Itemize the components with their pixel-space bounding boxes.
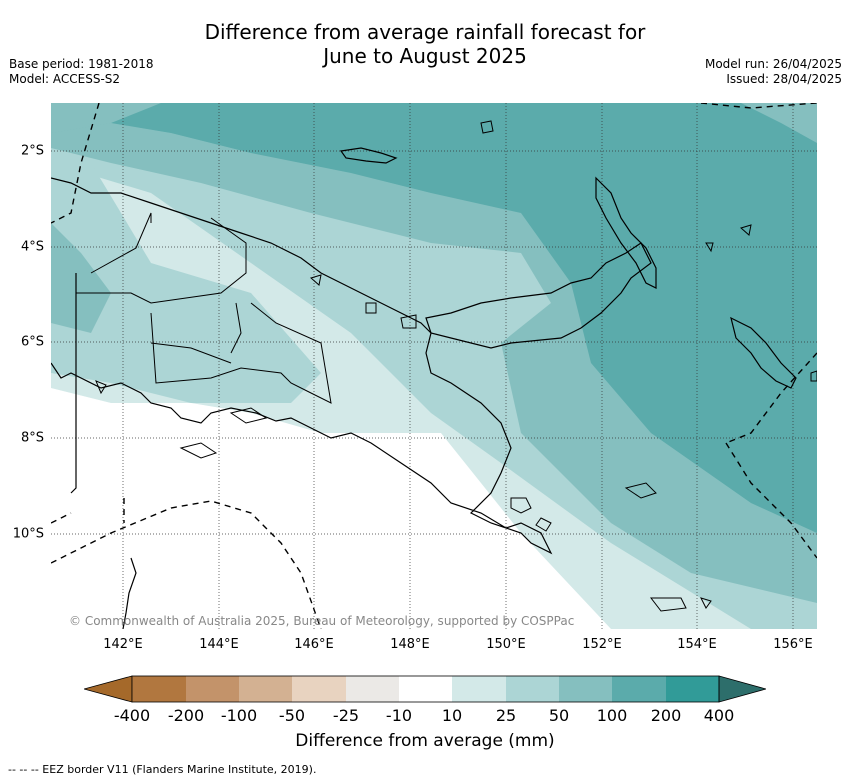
fly-delta-islands — [95, 380, 268, 459]
colorbar-seg-2 — [186, 676, 239, 702]
colorbar-label: Difference from average (mm) — [295, 731, 555, 751]
meta-right: Model run: 26/04/2025 Issued: 28/04/2025 — [705, 57, 842, 87]
cape-york — [122, 557, 137, 629]
cb-tick-m400: -400 — [113, 706, 151, 725]
band-50-100-west — [51, 223, 111, 333]
lat-label-10s: 10°S — [12, 526, 44, 542]
meta-left: Base period: 1981-2018 Model: ACCESS-S2 — [9, 57, 154, 87]
band-100-200-ne — [741, 103, 817, 143]
band-50-100-left — [51, 143, 321, 403]
cb-tick-m25: -25 — [332, 706, 360, 725]
issued-date: Issued: 28/04/2025 — [726, 72, 842, 86]
lat-label-8s: 8°S — [20, 430, 44, 446]
cb-tick-200: 200 — [650, 706, 682, 725]
colorbar-seg-10 — [612, 676, 666, 702]
model-run: Model run: 26/04/2025 — [704, 57, 842, 71]
cb-tick-m200: -200 — [167, 706, 205, 725]
colorbar-low-extend — [84, 675, 133, 703]
map-title: Difference from average rainfall forecas… — [0, 20, 850, 68]
colorbar — [84, 675, 766, 703]
province-borders — [76, 212, 332, 404]
colorbar-seg-9 — [559, 676, 612, 702]
lat-label-6s: 6°S — [20, 334, 44, 350]
band-100-200 — [51, 103, 817, 533]
lon-label-144e: 144°E — [199, 637, 239, 652]
lon-label-156e: 156°E — [773, 637, 813, 652]
colorbar-seg-1 — [132, 676, 186, 702]
lon-label-150e: 150°E — [486, 637, 526, 652]
lon-label-146e: 146°E — [294, 637, 334, 652]
cb-tick-100: 100 — [596, 706, 628, 725]
eez-borders — [51, 103, 817, 629]
cb-tick-m10: -10 — [385, 706, 413, 725]
cb-tick-50: 50 — [548, 706, 570, 725]
band-100-200-nw — [51, 103, 161, 133]
png-border — [70, 273, 77, 494]
colorbar-seg-7 — [452, 676, 506, 702]
new-guinea-coastline — [51, 177, 553, 555]
colorbar-seg-3 — [239, 676, 292, 702]
new-ireland — [595, 176, 657, 289]
lat-label-4s: 4°S — [20, 239, 44, 255]
colorbar-seg-11 — [666, 676, 719, 702]
colorbar-seg-4 — [292, 676, 346, 702]
cb-tick-400: 400 — [703, 706, 735, 725]
cb-tick-25: 25 — [495, 706, 517, 725]
base-period: Base period: 1981-2018 — [9, 57, 154, 71]
colorbar-seg-5 — [346, 676, 399, 702]
colorbar-high-extend — [718, 675, 766, 703]
cb-tick-m50: -50 — [278, 706, 306, 725]
graticule — [51, 103, 817, 629]
colorbar-seg-8 — [506, 676, 559, 702]
milne-bay-islands — [510, 482, 712, 612]
lon-label-148e: 148°E — [390, 637, 430, 652]
manus-island — [339, 147, 398, 164]
lon-label-152e: 152°E — [582, 637, 622, 652]
title-line-2: June to August 2025 — [323, 44, 527, 68]
model-name: Model: ACCESS-S2 — [9, 72, 121, 86]
new-britain — [425, 242, 652, 349]
lat-label-2s: 2°S — [20, 143, 44, 159]
small-islands — [309, 120, 817, 382]
colorbar-frame — [131, 675, 720, 703]
title-line-1: Difference from average rainfall forecas… — [204, 20, 646, 44]
lon-label-142e: 142°E — [103, 637, 143, 652]
copyright-notice: © Commonwealth of Australia 2025, Bureau… — [69, 614, 575, 628]
bougainville — [730, 316, 797, 389]
cb-tick-m100: -100 — [220, 706, 258, 725]
eez-footnote: -- -- -- EEZ border V11 (Flanders Marine… — [8, 763, 317, 776]
colorbar-seg-6 — [399, 676, 452, 702]
lon-label-154e: 154°E — [677, 637, 717, 652]
rainfall-map — [51, 103, 817, 629]
cb-tick-10: 10 — [441, 706, 463, 725]
